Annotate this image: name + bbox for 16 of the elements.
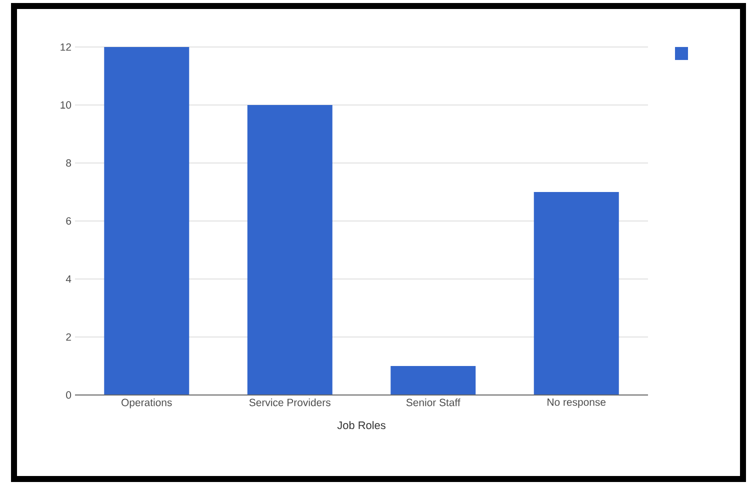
y-tick-label: 4 bbox=[66, 275, 72, 283]
bar bbox=[534, 192, 619, 395]
bar bbox=[390, 366, 476, 395]
y-tick-label: 10 bbox=[60, 101, 72, 109]
y-tick-label: 6 bbox=[66, 217, 72, 225]
y-tick-label: 0 bbox=[66, 391, 72, 399]
x-tick-label: Service Providers bbox=[249, 398, 330, 406]
y-tick-label: 12 bbox=[60, 43, 71, 51]
x-tick-label: Senior Staff bbox=[406, 398, 460, 406]
bar bbox=[247, 104, 332, 395]
x-axis-title: Job Roles bbox=[337, 421, 386, 430]
bar bbox=[104, 46, 190, 395]
x-tick-label: Operations bbox=[122, 398, 172, 408]
y-tick-label: 2 bbox=[66, 333, 71, 341]
y-tick-label: 8 bbox=[66, 159, 72, 167]
x-tick-label: No response bbox=[548, 398, 606, 408]
